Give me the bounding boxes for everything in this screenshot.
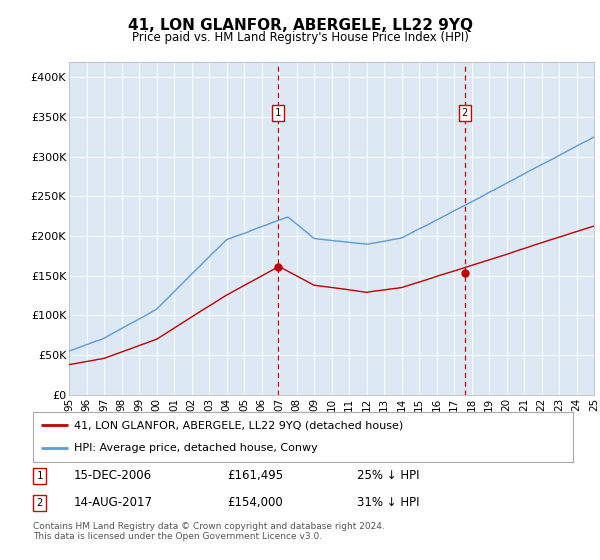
Text: 2: 2 (37, 498, 43, 507)
Text: 41, LON GLANFOR, ABERGELE, LL22 9YQ: 41, LON GLANFOR, ABERGELE, LL22 9YQ (128, 18, 473, 33)
Text: Contains HM Land Registry data © Crown copyright and database right 2024.
This d: Contains HM Land Registry data © Crown c… (33, 522, 385, 542)
Text: HPI: Average price, detached house, Conwy: HPI: Average price, detached house, Conw… (74, 444, 317, 454)
Text: 41, LON GLANFOR, ABERGELE, LL22 9YQ (detached house): 41, LON GLANFOR, ABERGELE, LL22 9YQ (det… (74, 420, 403, 430)
Text: £154,000: £154,000 (227, 496, 283, 509)
Text: 25% ↓ HPI: 25% ↓ HPI (357, 469, 419, 482)
Text: £161,495: £161,495 (227, 469, 284, 482)
Text: 2: 2 (462, 108, 468, 118)
Text: 1: 1 (37, 471, 43, 481)
Text: 14-AUG-2017: 14-AUG-2017 (74, 496, 152, 509)
Text: Price paid vs. HM Land Registry's House Price Index (HPI): Price paid vs. HM Land Registry's House … (131, 31, 469, 44)
Text: 31% ↓ HPI: 31% ↓ HPI (357, 496, 419, 509)
Text: 1: 1 (275, 108, 281, 118)
Text: 15-DEC-2006: 15-DEC-2006 (74, 469, 152, 482)
